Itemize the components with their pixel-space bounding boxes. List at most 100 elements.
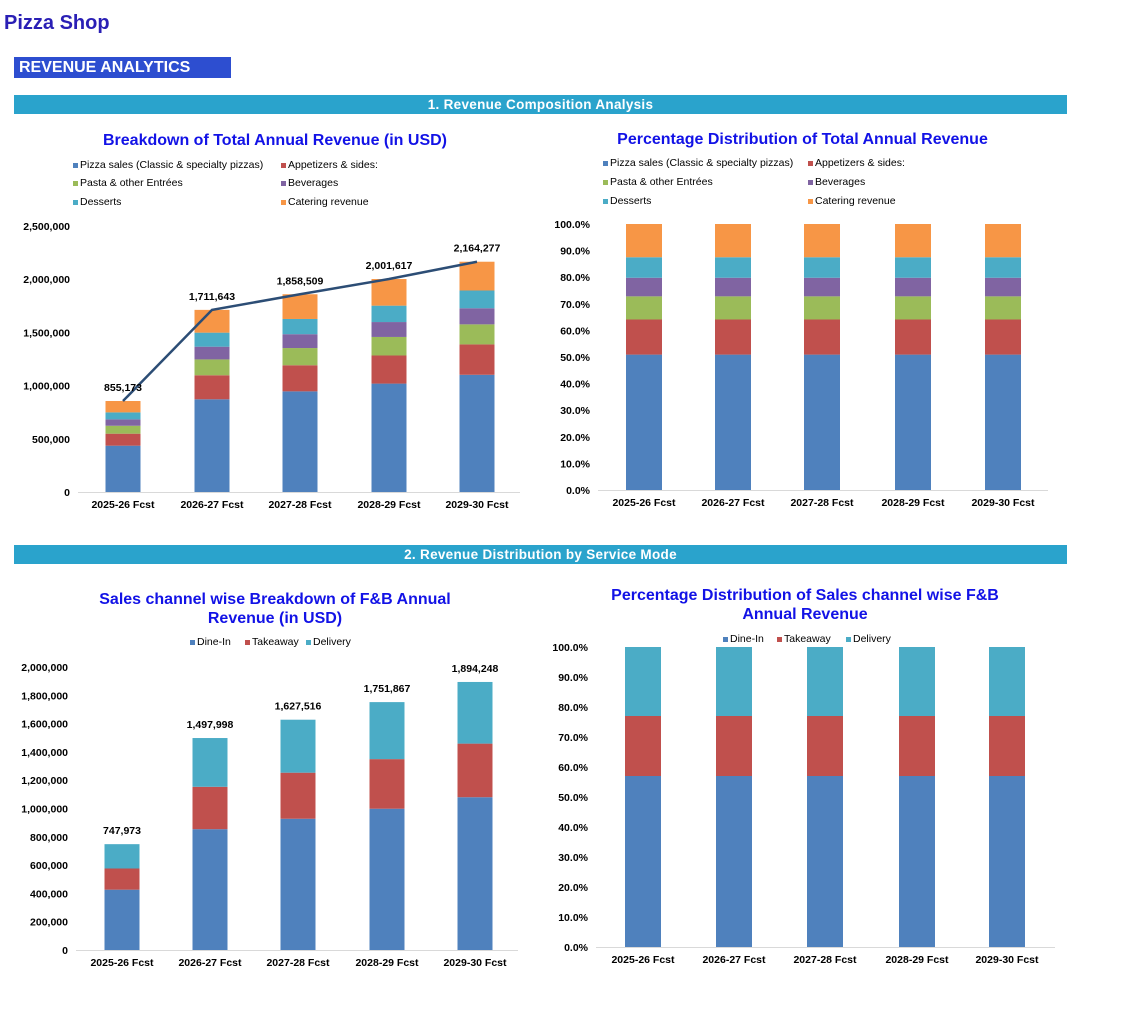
chart-4: 0.0% 10.0% 20.0% 30.0% 40.0% 50.0% 60.0% 70.0% 8… xyxy=(552,633,1055,966)
bar-segment xyxy=(105,401,141,413)
bar-segment xyxy=(626,257,662,278)
bar-segment xyxy=(985,296,1021,320)
bar-segment xyxy=(371,305,407,323)
legend: Pizza sales (Classic & specialty pizzas)… xyxy=(73,159,378,208)
y-tick-label: 70.0% xyxy=(560,299,590,311)
chart-title: Breakdown of Total Annual Revenue (in US… xyxy=(102,132,448,149)
bar-segment xyxy=(371,322,407,337)
bar-segment xyxy=(457,743,493,798)
data-label: 1,858,509 xyxy=(277,275,324,287)
bar-segment xyxy=(369,808,405,950)
legend-label: Appetizers & sides: xyxy=(815,157,905,169)
legend-label: Pasta & other Entrées xyxy=(80,177,183,189)
x-tick-label: 2028-29 Fcst xyxy=(355,957,419,969)
x-tick-label: 2027-28 Fcst xyxy=(266,957,330,969)
y-tick-label: 20.0% xyxy=(558,882,588,894)
bar-segment xyxy=(989,716,1025,776)
bar-segment xyxy=(192,786,228,830)
legend-label: Appetizers & sides: xyxy=(288,159,378,171)
y-tick-label: 40.0% xyxy=(558,822,588,834)
legend-swatch xyxy=(846,637,851,642)
bar-segment xyxy=(194,375,230,400)
y-tick-label: 1,000,000 xyxy=(21,804,68,816)
bar-segment xyxy=(804,319,840,355)
bar-segment xyxy=(459,324,495,345)
data-label: 1,627,516 xyxy=(275,701,322,713)
bar-segment xyxy=(985,257,1021,278)
y-tick-label: 2,000,000 xyxy=(23,274,70,286)
bar-segment xyxy=(104,889,140,950)
y-tick-label: 20.0% xyxy=(560,432,590,444)
legend: Dine-In Takeaway Delivery xyxy=(190,636,352,648)
y-tick-label: 0.0% xyxy=(566,485,591,497)
legend-label: Takeaway xyxy=(784,633,831,645)
y-tick-label: 400,000 xyxy=(30,888,68,900)
bar-segment xyxy=(895,277,931,297)
x-tick-label: 2026-27 Fcst xyxy=(701,497,765,509)
bar-segment xyxy=(459,308,495,325)
y-tick-label: 2,000,000 xyxy=(21,662,68,674)
bar-segment xyxy=(625,716,661,776)
bar-segment xyxy=(895,354,931,490)
bar-segment xyxy=(459,344,495,375)
y-tick-label: 0 xyxy=(64,487,70,499)
data-label: 1,497,998 xyxy=(187,719,234,731)
bar-segment xyxy=(625,647,661,716)
legend-label: Delivery xyxy=(853,633,892,645)
bar-segment xyxy=(282,294,318,319)
section-header-service-mode: 2. Revenue Distribution by Service Mode xyxy=(14,545,1067,564)
legend-label: Desserts xyxy=(610,195,651,207)
legend-swatch xyxy=(281,200,286,205)
bar-segment xyxy=(895,296,931,320)
bar-segment xyxy=(626,319,662,355)
y-tick-label: 500,000 xyxy=(32,434,70,446)
bar-segment xyxy=(807,716,843,776)
legend-swatch xyxy=(603,161,608,166)
legend-label: Desserts xyxy=(80,196,121,208)
bar-segment xyxy=(104,844,140,869)
x-tick-label: 2025-26 Fcst xyxy=(611,954,675,966)
legend-label: Catering revenue xyxy=(288,196,369,208)
data-label: 2,001,617 xyxy=(366,260,413,272)
bar-segment xyxy=(715,296,751,320)
x-tick-label: 2026-27 Fcst xyxy=(178,957,242,969)
bar-segment xyxy=(192,738,228,787)
legend-swatch xyxy=(808,180,813,185)
bar-segment xyxy=(105,419,141,426)
x-tick-label: 2029-30 Fcst xyxy=(975,954,1039,966)
bar-segment xyxy=(715,224,751,258)
legend-swatch xyxy=(281,163,286,168)
y-tick-label: 90.0% xyxy=(560,246,590,258)
bar-segment xyxy=(459,374,495,492)
legend-swatch xyxy=(808,161,813,166)
chart-title: Percentage Distribution of Total Annual … xyxy=(617,131,988,148)
bar-segment xyxy=(716,716,752,776)
bar-segment xyxy=(899,647,935,716)
bar-segment xyxy=(105,433,141,446)
chart-2: 0.0% 10.0% 20.0% 30.0% 40.0% 50.0% 60.0% 70.0% 8… xyxy=(554,157,1048,509)
y-tick-label: 50.0% xyxy=(558,792,588,804)
bar-segment xyxy=(371,279,407,306)
legend-swatch xyxy=(73,200,78,205)
bar-segment xyxy=(280,772,316,819)
bar-segment xyxy=(715,319,751,355)
bar-segment xyxy=(989,776,1025,947)
x-tick-label: 2025-26 Fcst xyxy=(91,499,155,511)
bar-segment xyxy=(899,776,935,947)
bar-segment xyxy=(282,391,318,492)
x-tick-label: 2029-30 Fcst xyxy=(971,497,1035,509)
legend-label: Dine-In xyxy=(197,636,231,648)
x-tick-label: 2026-27 Fcst xyxy=(702,954,766,966)
bar-segment xyxy=(105,425,141,434)
y-tick-label: 90.0% xyxy=(558,672,588,684)
y-tick-label: 80.0% xyxy=(560,272,590,284)
bar-segment xyxy=(626,354,662,490)
x-tick-label: 2029-30 Fcst xyxy=(445,499,509,511)
bar-segment xyxy=(716,776,752,947)
y-tick-label: 100.0% xyxy=(552,642,588,654)
bar-segment xyxy=(804,354,840,490)
legend-swatch xyxy=(73,181,78,186)
legend-swatch xyxy=(281,181,286,186)
x-tick-label: 2027-28 Fcst xyxy=(268,499,332,511)
data-label: 747,973 xyxy=(103,825,141,837)
